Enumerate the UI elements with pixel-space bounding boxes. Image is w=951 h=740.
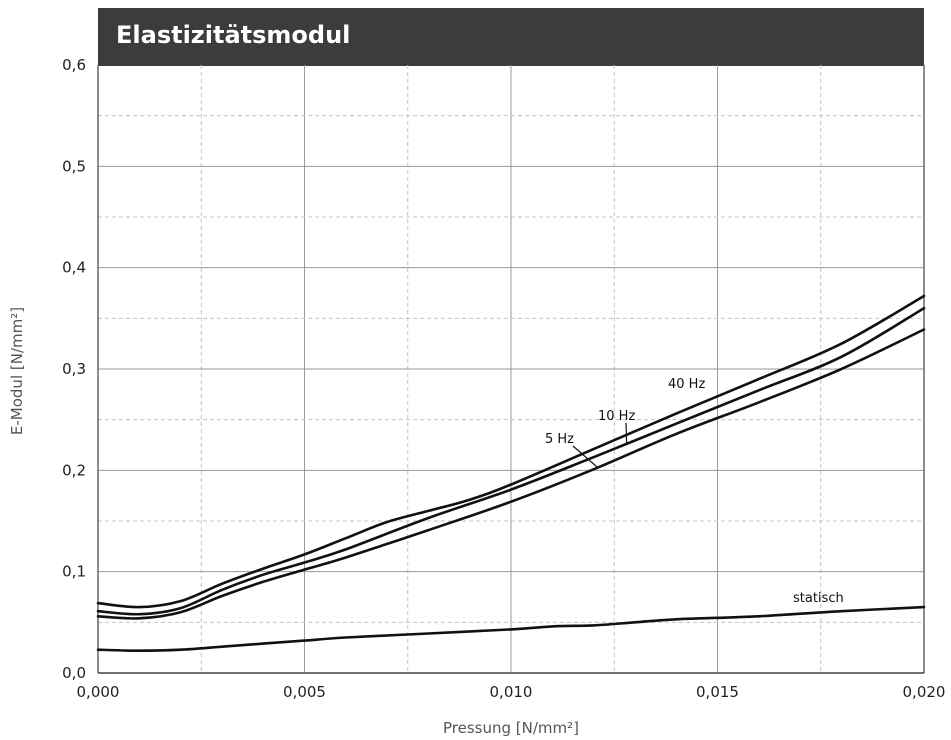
x-tick-label: 0,015 <box>696 683 739 701</box>
y-tick-label: 0,1 <box>62 563 86 581</box>
series-label-5-hz: 5 Hz <box>545 432 574 447</box>
series-line-5-hz <box>96 328 926 620</box>
y-tick-label: 0,4 <box>62 259 86 277</box>
tick-labels: 0,000 0,005 0,010 0,015 0,020 0,0 0,1 0,2 0,3 0,4… <box>62 56 945 701</box>
series-label-statisch: statisch <box>793 591 844 606</box>
leader-line-10-hz <box>625 422 628 444</box>
leader-line-5-hz <box>572 445 599 468</box>
series-label-40-hz: 40 Hz <box>668 377 705 392</box>
chart-title-bar: Elastizitätsmodul <box>98 8 924 66</box>
series-label-10-hz: 10 Hz <box>598 409 635 424</box>
series-line-statisch <box>96 605 926 652</box>
y-tick-label: 0,0 <box>62 664 86 682</box>
x-axis-label: Pressung [N/mm²] <box>443 719 579 737</box>
series-line-40-hz <box>96 294 926 609</box>
x-tick-label: 0,010 <box>490 683 533 701</box>
x-tick-label: 0,000 <box>77 683 120 701</box>
y-axis-label: E-Modul [N/mm²] <box>8 307 26 435</box>
chart-title: Elastizitätsmodul <box>116 21 351 49</box>
y-tick-label: 0,5 <box>62 157 86 175</box>
y-tick-label: 0,3 <box>62 360 86 378</box>
series-line-10-hz <box>96 306 926 616</box>
series-labels: 40 Hz 10 Hz 5 Hz statisch <box>545 377 844 606</box>
grid <box>98 65 924 673</box>
x-tick-label: 0,020 <box>903 683 946 701</box>
y-tick-label: 0,6 <box>62 56 86 74</box>
series-lines <box>96 294 926 652</box>
axes <box>97 65 925 674</box>
x-tick-label: 0,005 <box>283 683 326 701</box>
y-tick-label: 0,2 <box>62 461 86 479</box>
